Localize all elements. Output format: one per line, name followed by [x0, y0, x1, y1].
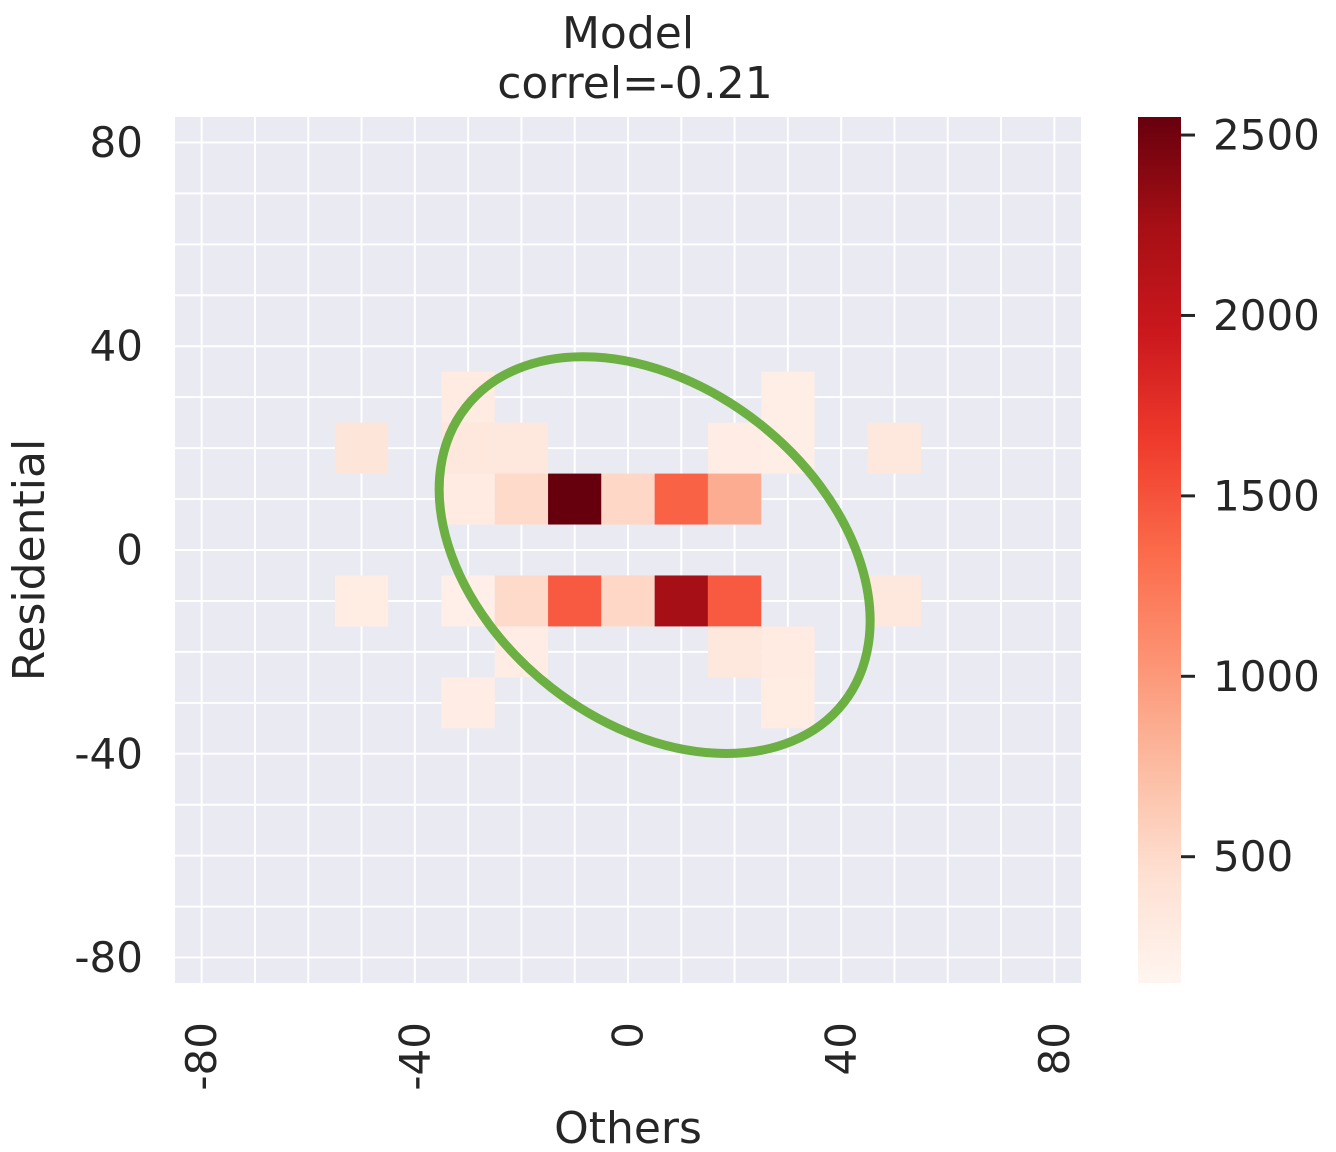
heatmap-cell	[601, 473, 655, 525]
y-tick-labels: 80 40 0 -40 -80	[74, 118, 143, 982]
heatmap-cell	[441, 371, 495, 423]
heatmap-cell	[707, 575, 762, 627]
heatmap-cell	[707, 473, 762, 525]
colorbar	[1138, 117, 1181, 983]
heatmap-cell	[867, 422, 922, 474]
heatmap-cell	[654, 473, 708, 525]
x-tick-label: -80	[177, 1022, 226, 1091]
x-tick-label: 40	[817, 1022, 866, 1075]
colorbar-ticks: 500 1000 1500 2000 2500	[1181, 111, 1320, 881]
heatmap-cell	[761, 677, 815, 729]
heatmap-cell	[654, 575, 708, 627]
gridlines	[175, 117, 1081, 983]
colorbar-tick-label: 2000	[1213, 291, 1320, 340]
heatmap-cell	[441, 473, 495, 525]
colorbar-tick-label: 1000	[1213, 652, 1320, 701]
heatmap-cell	[548, 575, 602, 627]
heatmap-cell	[334, 575, 389, 627]
heatmap-cell	[761, 371, 815, 423]
heatmap-cell	[548, 473, 602, 525]
x-tick-label: -40	[390, 1022, 439, 1091]
heatmap-cell	[707, 626, 762, 678]
colorbar-tick-label: 500	[1213, 832, 1293, 881]
chart-title: Model	[562, 8, 694, 59]
colorbar-tick-label: 1500	[1213, 471, 1320, 520]
x-tick-labels: -80 -40 0 40 80	[177, 1022, 1079, 1091]
heatmap-cell	[761, 626, 815, 678]
heatmap-cell	[494, 626, 549, 678]
heatmap-cell	[867, 575, 922, 627]
heatmap-cell	[441, 677, 495, 729]
y-tick-label: -40	[74, 729, 143, 778]
heatmap-cells	[334, 371, 922, 729]
heatmap-cell	[494, 422, 549, 474]
colorbar-tick-label: 2500	[1213, 111, 1320, 160]
heatmap-cell	[494, 575, 549, 627]
x-axis-label: Others	[554, 1103, 702, 1152]
y-axis-label: Residential	[4, 439, 55, 681]
heatmap-cell	[601, 575, 655, 627]
heatmap-cell	[334, 422, 389, 474]
x-tick-label: 80	[1030, 1022, 1079, 1075]
x-tick-label: 0	[604, 1022, 653, 1049]
y-tick-label: 40	[90, 322, 143, 371]
y-tick-label: 80	[90, 118, 143, 167]
y-tick-label: 0	[116, 526, 143, 575]
heatmap-cell	[494, 473, 549, 525]
chart-subtitle: correl=-0.21	[497, 58, 773, 109]
y-tick-label: -80	[74, 933, 143, 982]
heatmap-cell	[707, 422, 762, 474]
correlation-ellipse	[434, 352, 875, 758]
